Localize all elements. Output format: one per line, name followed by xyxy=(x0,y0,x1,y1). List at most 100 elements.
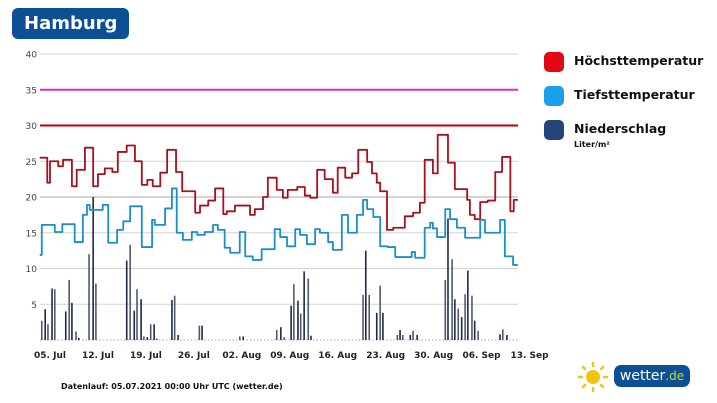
precipitation-bar xyxy=(471,295,473,340)
legend-swatch xyxy=(544,52,564,72)
y-tick-label: 25 xyxy=(26,158,37,168)
precipitation-bar xyxy=(177,334,179,340)
logo-name: wetter xyxy=(619,368,666,384)
x-tick-label: 05. Jul xyxy=(34,351,66,361)
precipitation-bar xyxy=(149,324,152,340)
x-tick-label: 09. Aug xyxy=(270,351,309,361)
precipitation-bar xyxy=(460,317,463,340)
legend-swatch xyxy=(544,86,564,106)
precipitation-bar xyxy=(143,336,145,340)
series-line-max-temp xyxy=(39,133,518,231)
precipitation-bar xyxy=(201,325,203,340)
precipitation-bar xyxy=(47,324,49,340)
precipitation-bar xyxy=(501,329,504,340)
precipitation-bar xyxy=(473,320,476,340)
precipitation-bar xyxy=(299,313,302,340)
precipitation-bar xyxy=(382,312,384,340)
precipitation-bar xyxy=(92,197,94,340)
precipitation-bar xyxy=(171,299,173,340)
precipitation-bar xyxy=(173,295,176,340)
x-tick-label: 13. Sep xyxy=(510,351,549,361)
precipitation-bar xyxy=(198,325,201,340)
x-tick-label: 30. Aug xyxy=(414,351,453,361)
precipitation-bar xyxy=(51,288,53,340)
x-tick-label: 16. Aug xyxy=(318,351,357,361)
precipitation-bar xyxy=(293,284,295,340)
y-tick-label: 30 xyxy=(26,122,38,132)
logo-tld: .de xyxy=(665,369,685,383)
y-tick-label: 10 xyxy=(26,265,38,275)
precipitation-bar xyxy=(409,334,412,340)
precipitation-bar xyxy=(77,337,80,340)
precipitation-bar xyxy=(242,336,244,340)
y-tick-label: 35 xyxy=(26,86,37,96)
precipitation-bar xyxy=(53,289,56,340)
precipitation-bar xyxy=(64,311,67,340)
precipitation-bar xyxy=(399,329,401,340)
precipitation-bar xyxy=(416,334,418,340)
y-tick-label: 20 xyxy=(26,194,38,204)
precipitation-bar xyxy=(75,331,77,340)
precipitation-bar xyxy=(303,271,305,340)
x-tick-label: 23. Aug xyxy=(366,351,405,361)
precipitation-bar xyxy=(506,334,508,340)
precipitation-bar xyxy=(88,254,90,340)
y-tick-label: 5 xyxy=(31,301,37,311)
x-tick-label: 12. Jul xyxy=(82,351,114,361)
legend-label: Niederschlag xyxy=(574,121,667,136)
precipitation-bar xyxy=(297,300,299,340)
reference-lines xyxy=(40,88,518,127)
precipitation-bar xyxy=(238,336,241,340)
x-tick-label: 02. Aug xyxy=(222,351,261,361)
precipitation-bar xyxy=(95,283,97,340)
precipitation-bar xyxy=(44,309,47,340)
precipitation-bar xyxy=(457,308,460,340)
precipitation-bars xyxy=(40,197,508,340)
precipitation-bar xyxy=(146,337,149,340)
x-tick-label: 26. Jul xyxy=(178,351,210,361)
precipitation-bar xyxy=(499,334,501,340)
precipitation-bar xyxy=(368,294,371,340)
precipitation-bar xyxy=(401,334,404,340)
legend-swatch xyxy=(544,120,564,140)
y-axis-ticks: 5 10 15 20 25 30 35 40 xyxy=(26,51,38,311)
precipitation-bar xyxy=(444,279,447,340)
precipitation-bar xyxy=(447,218,449,340)
city-title: Hamburg xyxy=(12,8,130,39)
precipitation-bar xyxy=(71,302,73,340)
temperature-lines xyxy=(39,133,518,266)
logo-wordmark: wetter.de xyxy=(614,365,690,387)
wetter-de-logo: wetter.de xyxy=(578,362,693,392)
gridlines xyxy=(40,53,518,341)
precipitation-bar xyxy=(136,289,138,340)
precipitation-bar xyxy=(477,330,479,340)
x-axis-ticks: 05. Jul 12. Jul 19. Jul 26. Jul 02. Aug 09. A… xyxy=(34,351,549,361)
legend-label: Höchsttemperatur xyxy=(574,53,704,68)
precipitation-bar xyxy=(280,327,282,340)
precipitation-bar xyxy=(412,330,414,340)
precipitation-bar xyxy=(156,338,158,340)
precipitation-bar xyxy=(307,278,310,340)
precipitation-bar xyxy=(283,337,286,340)
precipitation-bar xyxy=(454,299,456,340)
legend-unit: Liter/m² xyxy=(574,140,610,149)
precipitation-bar xyxy=(140,299,142,340)
precipitation-bar xyxy=(125,260,128,340)
precipitation-bar xyxy=(364,250,367,340)
x-tick-label: 06. Sep xyxy=(462,351,501,361)
x-tick-label: 19. Jul xyxy=(130,351,162,361)
precipitation-bar xyxy=(396,334,399,340)
precipitation-bar xyxy=(310,335,312,340)
series-line-min-temp xyxy=(39,187,518,266)
precipitation-bar xyxy=(133,310,136,340)
precipitation-bar xyxy=(129,244,131,340)
precipitation-bar xyxy=(362,294,364,340)
precipitation-bar xyxy=(375,312,378,340)
precipitation-bar xyxy=(379,285,381,340)
y-tick-label: 15 xyxy=(26,229,37,239)
data-run-note: Datenlauf: 05.07.2021 00:00 Uhr UTC (wet… xyxy=(61,382,283,391)
precipitation-bar xyxy=(153,324,155,340)
y-tick-label: 40 xyxy=(26,51,38,61)
